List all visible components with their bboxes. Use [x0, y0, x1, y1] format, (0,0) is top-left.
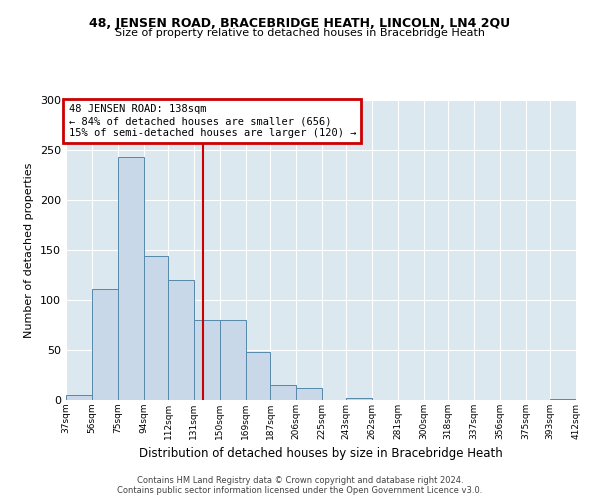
Text: Size of property relative to detached houses in Bracebridge Heath: Size of property relative to detached ho…: [115, 28, 485, 38]
Bar: [270, 385, 296, 400]
Y-axis label: Number of detached properties: Number of detached properties: [25, 162, 34, 338]
Bar: [550, 399, 576, 400]
Bar: [92, 289, 118, 400]
Bar: [66, 395, 92, 400]
Bar: [118, 157, 143, 400]
Bar: [296, 388, 322, 400]
X-axis label: Distribution of detached houses by size in Bracebridge Heath: Distribution of detached houses by size …: [139, 448, 503, 460]
Text: Contains HM Land Registry data © Crown copyright and database right 2024.
Contai: Contains HM Land Registry data © Crown c…: [118, 476, 482, 495]
Bar: [245, 352, 270, 400]
Bar: [168, 280, 194, 400]
Bar: [194, 320, 220, 400]
Text: 48 JENSEN ROAD: 138sqm
← 84% of detached houses are smaller (656)
15% of semi-de: 48 JENSEN ROAD: 138sqm ← 84% of detached…: [68, 104, 356, 138]
Bar: [220, 320, 245, 400]
Text: 48, JENSEN ROAD, BRACEBRIDGE HEATH, LINCOLN, LN4 2QU: 48, JENSEN ROAD, BRACEBRIDGE HEATH, LINC…: [89, 18, 511, 30]
Bar: [346, 398, 372, 400]
Bar: [143, 256, 168, 400]
